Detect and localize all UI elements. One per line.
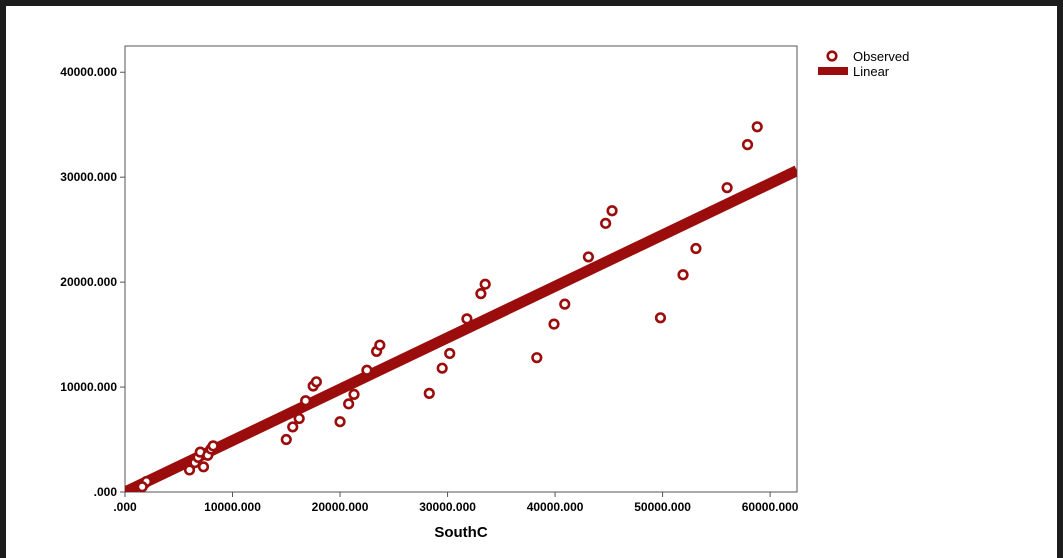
- observed-point: [475, 288, 487, 300]
- observed-point: [548, 318, 560, 330]
- y-tick-label: 20000.000: [60, 275, 117, 289]
- observed-point: [423, 387, 435, 399]
- observed-point: [690, 242, 702, 255]
- x-axis-title: SouthC: [434, 524, 487, 541]
- observed-point: [361, 364, 373, 376]
- observed-point: [207, 440, 219, 452]
- legend-label-linear: Linear: [853, 64, 890, 79]
- x-tick-label: 20000.000: [312, 500, 369, 514]
- observed-point: [300, 395, 312, 407]
- x-axis: .000 10000.000 20000.000 30000.000 40000.000…: [113, 492, 799, 514]
- observed-point: [334, 416, 346, 428]
- x-tick-label: 60000.000: [742, 500, 799, 514]
- observed-point: [343, 398, 355, 410]
- observed-point: [677, 269, 689, 281]
- x-tick-label: .000: [113, 500, 137, 514]
- y-tick-label: .000: [94, 485, 118, 499]
- observed-point: [582, 251, 595, 263]
- observed-point: [183, 464, 196, 476]
- observed-point: [654, 312, 667, 324]
- x-tick-label: 40000.000: [527, 500, 584, 514]
- linear-fit-line: [125, 165, 797, 492]
- x-tick-label: 30000.000: [419, 500, 476, 514]
- observed-point: [741, 139, 754, 151]
- observed-point: [436, 362, 448, 374]
- observed-point: [721, 182, 733, 194]
- observed-point: [444, 347, 456, 360]
- observed-point: [531, 352, 543, 364]
- observed-point: [600, 217, 612, 229]
- y-tick-label: 30000.000: [60, 170, 117, 184]
- observed-point: [479, 278, 491, 290]
- legend-label-observed: Observed: [853, 49, 909, 64]
- y-tick-label: 10000.000: [60, 380, 117, 394]
- observed-point: [461, 313, 473, 325]
- observed-point: [348, 388, 360, 401]
- legend-marker-observed: [826, 50, 838, 62]
- observed-point: [310, 376, 322, 388]
- observed-point: [280, 433, 292, 446]
- x-tick-label: 50000.000: [634, 500, 691, 514]
- observed-point: [751, 121, 763, 133]
- y-tick-label: 40000.000: [60, 65, 117, 79]
- observed-point: [197, 461, 210, 473]
- observed-point: [559, 298, 571, 310]
- series-layer: [125, 121, 797, 493]
- observed-point: [606, 205, 618, 217]
- observed-point: [293, 412, 305, 425]
- x-tick-label: 10000.000: [204, 500, 261, 514]
- observed-point: [136, 481, 148, 493]
- observed-point: [374, 339, 386, 351]
- legend: Observed Linear: [818, 49, 909, 79]
- y-axis: .000 10000.000 20000.000 30000.000 40000.000: [60, 65, 125, 499]
- plot-area: [124, 45, 798, 493]
- observed-point: [287, 421, 299, 433]
